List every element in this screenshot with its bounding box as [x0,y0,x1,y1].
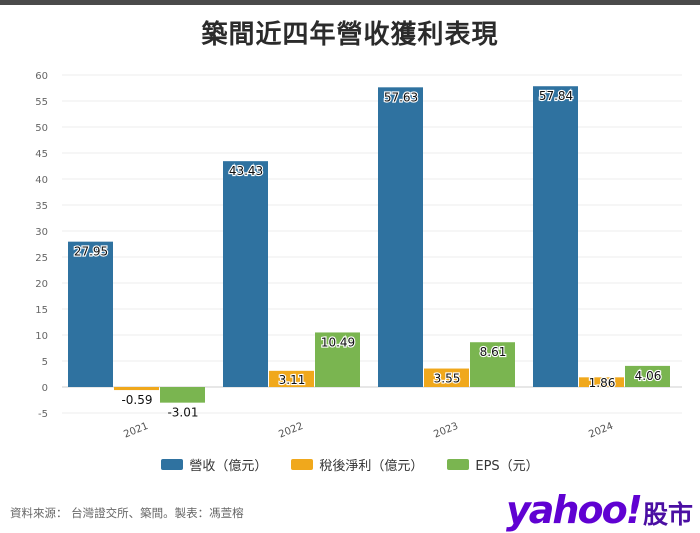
bar [625,365,670,387]
source-note: 資料來源： 台灣證交所、築間。製表：馮萱榕 [10,506,244,520]
y-tick-label: 20 [35,279,48,290]
data-label: 10.49 [321,335,355,349]
bar [378,87,423,387]
bar-chart: 605550454035302520151050-527.95-0.59-3.0… [35,71,682,441]
y-tick-label: 60 [35,71,48,82]
bar [315,332,360,387]
legend-item-net-income: 稅後淨利（億元） [291,455,423,474]
x-tick-label: 2024 [587,421,615,441]
data-label: 3.55 [434,372,461,386]
bar [223,161,268,387]
y-tick-label: 30 [35,227,48,238]
y-tick-label: 45 [35,149,48,160]
y-tick-label: 10 [35,331,48,342]
bar [269,370,314,387]
y-tick-label: 5 [42,357,48,368]
x-tick-label: 2021 [122,421,150,441]
brand-text: 股市 [643,500,694,529]
y-tick-label: 15 [35,305,48,316]
legend-swatch-net-income [291,459,314,470]
legend-label-net-income: 稅後淨利（億元） [319,459,424,474]
x-tick-label: 2023 [432,421,460,441]
y-tick-label: 25 [35,253,48,264]
yahoo-logo: yahoo! [506,488,643,532]
bar [470,342,515,387]
data-label: 4.06 [635,369,662,383]
legend-item-eps: EPS（元） [447,455,539,474]
yahoo-brand: yahoo! 股市 [506,488,693,532]
bar [160,387,205,403]
top-bar [0,0,700,5]
bar [114,387,159,391]
legend-swatch-eps [447,459,470,470]
y-tick-label: 0 [42,383,48,394]
data-label: 3.11 [279,373,306,387]
bar [424,368,469,387]
y-tick-label: 35 [35,201,48,212]
legend-item-revenue: 營收（億元） [161,455,267,474]
data-label: 8.61 [480,345,507,359]
y-tick-label: 55 [35,97,48,108]
bar [68,241,113,387]
y-tick-label: 40 [35,175,48,186]
legend: 營收（億元） 稅後淨利（億元） EPS（元） [0,455,700,474]
bar [579,377,624,387]
legend-label-revenue: 營收（億元） [189,459,268,474]
data-label: 43.43 [229,164,263,178]
chart-title: 築間近四年營收獲利表現 [201,20,499,50]
x-tick-label: 2022 [277,421,305,441]
bar [533,86,578,388]
data-label: 27.95 [74,245,108,259]
y-tick-label: 50 [35,123,48,134]
data-label: -3.01 [167,406,198,420]
data-label: 57.63 [384,90,418,104]
legend-label-eps: EPS（元） [475,459,539,474]
data-label: 57.84 [539,89,573,103]
data-label: 1.86 [589,376,616,390]
legend-swatch-revenue [161,459,184,470]
y-tick-label: -5 [38,409,48,420]
data-label: -0.59 [121,393,152,407]
